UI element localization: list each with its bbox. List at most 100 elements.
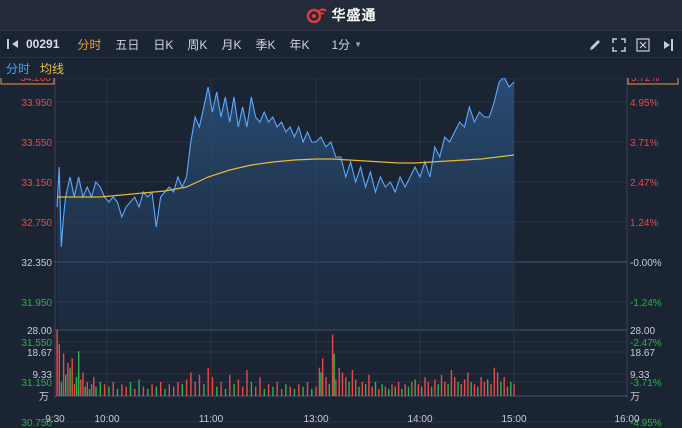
volume-bar	[216, 386, 218, 396]
volume-bar	[496, 372, 499, 396]
volume-bar	[75, 377, 78, 396]
tab-quarterly-k[interactable]: 季K	[255, 37, 276, 52]
volume-bar	[259, 377, 261, 396]
volume-bar	[160, 381, 162, 396]
tab-monthly-k[interactable]: 月K	[221, 37, 242, 52]
collapse-sidebar-button[interactable]	[0, 31, 26, 58]
volume-bar	[116, 388, 119, 396]
collapse-arrow-icon	[7, 39, 18, 49]
volume-bar	[421, 386, 423, 396]
volume-bar	[371, 386, 373, 396]
legend-average[interactable]: 均线	[40, 61, 65, 76]
volume-bar	[447, 384, 449, 396]
volume-bar	[506, 386, 509, 396]
volume-bar	[361, 381, 363, 396]
volume-bar	[404, 384, 406, 396]
volume-bar	[280, 388, 283, 396]
volume-bar	[384, 386, 387, 396]
volume-bar	[229, 374, 231, 396]
volume-bar	[198, 374, 201, 396]
volume-bar	[467, 372, 469, 396]
volume-bar	[503, 377, 505, 396]
pct-tick-label: -1.24%	[630, 298, 662, 309]
volume-bar	[510, 381, 512, 396]
volume-bar	[207, 367, 209, 396]
brand: 华盛通	[306, 5, 377, 25]
volume-bar	[311, 388, 313, 396]
stock-code: 00291	[26, 37, 60, 51]
volume-bar	[414, 379, 416, 396]
volume-bar	[65, 374, 67, 396]
volume-bar	[477, 386, 479, 396]
time-tick-label: 11:00	[199, 414, 224, 425]
volume-tick-label-right: 9.33	[630, 370, 650, 381]
volume-bar	[267, 384, 270, 396]
volume-bar	[272, 386, 274, 396]
volume-bar	[276, 381, 278, 396]
pct-tick-label: 3.71%	[630, 138, 658, 149]
volume-bar	[444, 381, 446, 396]
volume-bar	[90, 384, 93, 396]
pen-icon[interactable]	[588, 38, 602, 52]
volume-bar	[460, 384, 462, 396]
time-share-chart[interactable]: 33.950 33.550 33.150 32.750 32.350 31.950 31.5…	[0, 78, 682, 428]
price-tick-label: 31.150	[21, 378, 52, 389]
volume-bar	[142, 386, 145, 396]
legend-time-share[interactable]: 分时	[6, 61, 31, 76]
volume-bar	[73, 384, 76, 396]
legend-row: 分时 均线	[0, 58, 682, 78]
volume-bar	[220, 381, 222, 396]
volume-bar	[450, 370, 453, 396]
tab-yearly-k[interactable]: 年K	[289, 37, 310, 52]
volume-bar	[138, 379, 140, 396]
volume-bar	[164, 388, 166, 396]
volume-bar	[473, 384, 476, 396]
volume-bar	[103, 384, 106, 396]
time-tick-label: 15:00	[501, 414, 526, 425]
volume-bar	[194, 381, 196, 396]
volume-unit-label-right: 万	[630, 392, 640, 403]
volume-bar	[306, 381, 309, 396]
volume-bar	[211, 377, 214, 396]
volume-tick-label: 28.00	[27, 326, 52, 337]
pct-tick-label: -4.95%	[630, 418, 662, 428]
volume-bar	[463, 379, 466, 396]
tab-five-day[interactable]: 五日	[115, 37, 140, 52]
volume-bar	[62, 353, 65, 396]
volume-bar	[224, 388, 227, 396]
current-price-label: 34.200	[20, 78, 51, 84]
volume-bar	[333, 353, 335, 396]
pct-tick-label: 4.95%	[630, 98, 658, 109]
price-tick-label: 33.950	[21, 98, 52, 109]
minute-interval-select[interactable]: 1分 ▼	[331, 36, 362, 53]
volume-bar	[345, 377, 347, 396]
volume-bar	[355, 379, 357, 396]
chevron-down-icon: ▼	[354, 39, 363, 49]
volume-bar	[93, 377, 95, 396]
fullscreen-icon[interactable]	[636, 37, 650, 52]
volume-tick-label-right: 18.67	[630, 348, 655, 359]
volume-bar	[112, 381, 114, 396]
volume-tick-label: 9.33	[33, 370, 53, 381]
price-line	[56, 78, 515, 248]
volume-bar	[151, 384, 153, 396]
tab-daily-k[interactable]: 日K	[153, 37, 174, 52]
volume-bar	[233, 384, 235, 396]
tab-time-share[interactable]: 分时	[77, 37, 102, 52]
volume-bar	[318, 367, 321, 396]
tab-weekly-k[interactable]: 周K	[187, 37, 208, 52]
volume-bar	[331, 334, 334, 396]
volume-bar	[125, 386, 127, 396]
volume-bar	[407, 386, 410, 396]
volume-tick-label: 18.67	[27, 348, 52, 359]
volume-bar	[470, 381, 472, 396]
sidebar-toggle-icon[interactable]	[660, 38, 674, 52]
volume-bar	[250, 381, 253, 396]
volume-bar	[78, 351, 80, 396]
volume-bar	[190, 372, 192, 396]
volume-bar	[67, 363, 69, 396]
price-fill	[57, 78, 514, 329]
expand-icon[interactable]	[612, 37, 626, 52]
volume-bar	[315, 386, 317, 396]
price-lines	[56, 78, 515, 248]
